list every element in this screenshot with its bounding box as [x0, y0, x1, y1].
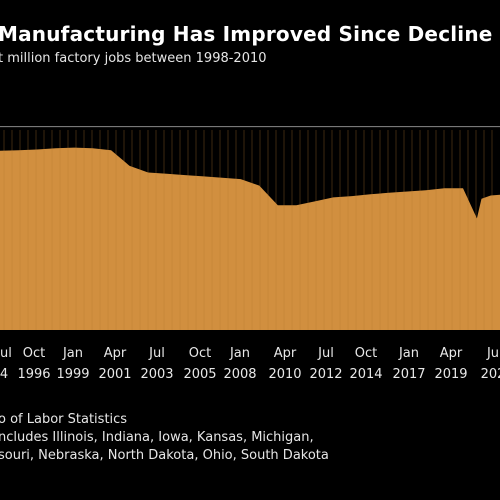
footnote-states-2: souri, Nebraska, North Dakota, Ohio, Sou… — [0, 448, 329, 463]
x-tick-month-label: Jan — [398, 346, 419, 361]
x-axis-ticks: Jul 4 Oct 1996 Jan 1999 Apr 2001 Jul 2003 Oct 2005 J… — [0, 346, 500, 382]
x-tick-month-label: Apr — [440, 346, 463, 361]
x-tick-year-label: 4 — [0, 367, 8, 382]
x-tick-month-label: Jul — [0, 346, 12, 361]
x-tick-year-label: 2019 — [434, 367, 467, 382]
x-tick-year-label: 2003 — [140, 367, 173, 382]
x-tick-year-label: 2017 — [392, 367, 425, 382]
x-tick-month-label: Apr — [104, 346, 127, 361]
x-tick-year-label: 1996 — [17, 367, 50, 382]
x-tick-year-label: 2010 — [268, 367, 301, 382]
area-stripes — [3, 130, 493, 330]
x-tick-month-label: Jan — [62, 346, 83, 361]
chart-title: Manufacturing Has Improved Since Decline — [0, 22, 493, 46]
x-tick-month-label: Oct — [355, 346, 377, 361]
footnote-states-1: ncludes Illinois, Indiana, Iowa, Kansas,… — [0, 430, 314, 445]
chart-subtitle: t million factory jobs between 1998-2010 — [0, 51, 267, 66]
x-tick-year-label: 202 — [481, 367, 500, 382]
x-tick-month-label: Oct — [23, 346, 45, 361]
area-series — [0, 147, 500, 330]
x-tick-year-label: 2012 — [309, 367, 342, 382]
x-tick-month-label: Jul — [317, 346, 334, 361]
x-tick-year-label: 2008 — [223, 367, 256, 382]
x-tick-year-label: 2005 — [183, 367, 216, 382]
x-tick-month-label: Apr — [274, 346, 297, 361]
x-tick-year-label: 2001 — [98, 367, 131, 382]
x-tick-month-label: Ju — [486, 346, 499, 361]
footnote-source: o of Labor Statistics — [0, 412, 128, 427]
x-tick-month-label: Oct — [189, 346, 211, 361]
x-tick-month-label: Jan — [229, 346, 250, 361]
x-tick-year-label: 2014 — [349, 367, 382, 382]
x-tick-year-label: 1999 — [56, 367, 89, 382]
x-tick-month-label: Jul — [148, 346, 165, 361]
